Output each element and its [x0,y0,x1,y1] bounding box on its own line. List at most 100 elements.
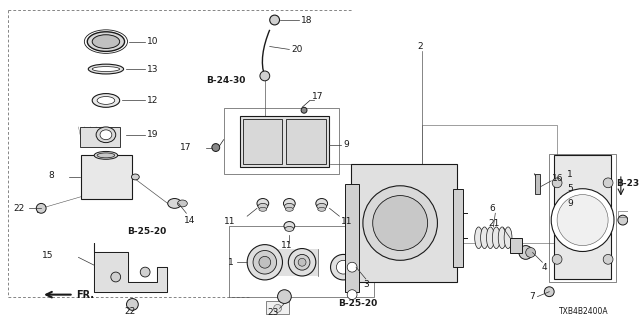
Ellipse shape [481,227,488,249]
Bar [351,164,457,282]
Text: 8: 8 [48,172,54,180]
Bar [534,174,540,194]
Bar [81,127,120,147]
Circle shape [603,178,613,188]
Ellipse shape [504,227,512,249]
Circle shape [372,196,428,251]
Circle shape [259,256,271,268]
Circle shape [253,251,276,274]
Ellipse shape [486,227,494,249]
Text: 1: 1 [228,258,234,267]
Text: B-24-30: B-24-30 [206,76,245,85]
Circle shape [603,254,613,264]
Text: 17: 17 [180,143,191,152]
Circle shape [212,144,220,151]
Bar [286,119,326,164]
Text: 23: 23 [267,308,278,317]
Circle shape [557,195,608,246]
Circle shape [294,254,310,270]
Polygon shape [94,243,167,292]
Ellipse shape [316,198,328,208]
Circle shape [337,260,350,274]
Text: 9: 9 [567,199,573,208]
Ellipse shape [131,174,140,180]
Bar [549,154,616,282]
Ellipse shape [285,207,293,211]
Text: 4: 4 [541,263,547,272]
Circle shape [552,178,562,188]
Text: 7: 7 [529,292,534,301]
Circle shape [552,254,562,264]
Text: 14: 14 [184,216,196,225]
Circle shape [274,304,282,312]
Text: TXB4B2400A: TXB4B2400A [559,307,609,316]
Ellipse shape [259,207,267,211]
Ellipse shape [318,207,326,211]
Circle shape [140,267,150,277]
Text: 12: 12 [147,96,159,105]
Ellipse shape [475,227,483,249]
Text: 20: 20 [291,45,303,54]
Ellipse shape [285,227,294,231]
Bar [618,211,628,217]
Circle shape [551,189,614,252]
Text: 22: 22 [125,307,136,316]
Circle shape [348,262,357,272]
Text: 2: 2 [417,42,422,51]
Circle shape [269,15,280,25]
Bar [345,184,359,292]
Text: 19: 19 [147,130,159,139]
Text: 11: 11 [224,217,236,226]
Ellipse shape [94,151,118,159]
Circle shape [247,244,282,280]
Ellipse shape [92,93,120,107]
Text: 1: 1 [567,170,573,179]
Text: 21: 21 [489,219,500,228]
Circle shape [301,107,307,113]
Circle shape [111,272,120,282]
Circle shape [127,299,138,310]
Circle shape [519,246,532,259]
Bar [228,226,374,297]
Bar [510,238,522,253]
Circle shape [298,258,306,266]
Ellipse shape [284,198,295,208]
Text: 22: 22 [13,204,25,213]
Text: 17: 17 [312,92,323,101]
Text: 16: 16 [552,174,564,183]
Text: B-23: B-23 [616,179,639,188]
Circle shape [363,186,437,260]
Bar [223,108,339,174]
Text: B-25-20: B-25-20 [339,299,378,308]
Text: 11: 11 [281,241,292,250]
Ellipse shape [284,204,294,209]
Ellipse shape [100,130,112,140]
Ellipse shape [87,32,125,52]
Ellipse shape [97,153,115,158]
Ellipse shape [96,127,116,143]
Ellipse shape [284,221,295,230]
Circle shape [545,287,554,297]
Bar [240,116,328,167]
Bar [243,119,282,164]
Ellipse shape [88,64,124,74]
Ellipse shape [92,67,120,71]
Bar [554,156,611,279]
Text: 10: 10 [147,37,159,46]
Bar [266,300,289,314]
Ellipse shape [499,227,506,249]
Bar [453,189,463,267]
Text: 9: 9 [343,140,349,149]
Circle shape [330,254,356,280]
Ellipse shape [258,204,268,209]
Ellipse shape [97,97,115,104]
Text: B-25-20: B-25-20 [127,228,167,236]
Circle shape [348,290,357,300]
Text: 5: 5 [567,184,573,193]
Text: 13: 13 [147,65,159,74]
Circle shape [289,249,316,276]
Text: FR.: FR. [77,290,95,300]
Circle shape [618,215,628,225]
Text: 3: 3 [363,280,369,289]
Ellipse shape [177,200,188,207]
